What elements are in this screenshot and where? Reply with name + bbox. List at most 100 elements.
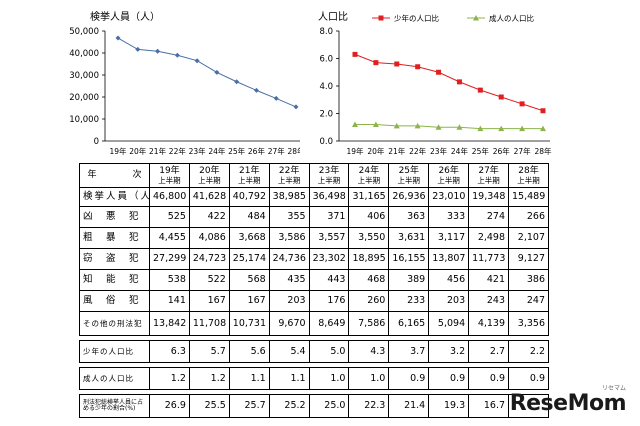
table-cell: 15,489 xyxy=(508,187,549,207)
table-cell: 233 xyxy=(388,290,430,312)
legend-label: 成人の人口比 xyxy=(489,13,534,23)
y-tick-label: 10,000 xyxy=(69,115,99,125)
chart-title: 検挙人員（人） xyxy=(90,10,160,23)
x-tick-label: 21年 xyxy=(149,146,167,156)
table-cell: 1.1 xyxy=(228,367,270,390)
period-label: 上半期 xyxy=(198,175,221,185)
data-point xyxy=(393,122,400,129)
data-point xyxy=(519,101,525,107)
data-point xyxy=(352,51,358,57)
year-header: 28年 上半期 xyxy=(508,163,549,188)
data-point xyxy=(477,87,483,93)
table-cell: 484 xyxy=(228,206,270,228)
series-line xyxy=(355,124,543,130)
row-label: 知 能 犯 xyxy=(79,269,150,291)
year-header: 27年 上半期 xyxy=(468,163,510,188)
data-point xyxy=(498,125,505,132)
table-cell: 25,174 xyxy=(228,248,270,270)
table-cell: 11,708 xyxy=(188,311,230,336)
data-point xyxy=(194,58,200,64)
row-label: 窃 盗 犯 xyxy=(79,248,150,270)
table-cell: 2.2 xyxy=(508,340,549,363)
year-header: 23年 上半期 xyxy=(308,163,350,188)
table-cell: 1.1 xyxy=(268,367,310,390)
data-point xyxy=(293,104,299,110)
table-row: 刑法犯総検挙人員に占める少年の割合(%) 26.9 25.5 25.7 25.2 25.0… xyxy=(79,394,549,418)
x-tick-label: 25年 xyxy=(228,146,246,156)
y-tick-label: 8.0 xyxy=(319,27,333,37)
table-cell: 3,557 xyxy=(308,227,350,249)
table-row: 窃 盗 犯 27,299 24,723 25,174 24,736 23,302 18,89… xyxy=(79,248,549,270)
y-tick-label: 4.0 xyxy=(319,82,333,92)
x-tick-label: 23年 xyxy=(189,146,207,156)
table-cell: 3,631 xyxy=(388,227,430,249)
table-cell: 31,165 xyxy=(348,187,390,207)
year-label: 26年 xyxy=(438,165,459,176)
table-cell: 1.0 xyxy=(348,367,390,390)
x-tick-label: 27年 xyxy=(514,146,532,156)
table-cell: 36,498 xyxy=(308,187,350,207)
table-row: 成人の人口比 1.2 1.2 1.1 1.1 1.0 1.0 0.9 0.9 0.9 0.9 xyxy=(79,367,549,390)
axes: 0 10,000 20,000 30,000 40,000 50,000 19年 20年 21年… xyxy=(69,27,300,156)
table-cell: 3.2 xyxy=(428,340,470,363)
period-label: 上半期 xyxy=(317,175,341,185)
x-tick-label: 19年 xyxy=(346,146,364,156)
table-cell: 2,498 xyxy=(468,227,510,249)
y-tick-label: 20,000 xyxy=(69,93,99,103)
table-cell: 355 xyxy=(268,206,310,228)
year-header: 24年 上半期 xyxy=(348,163,390,188)
y-tick-label: 0 xyxy=(94,137,99,147)
table-cell: 260 xyxy=(348,290,390,312)
x-tick-label: 26年 xyxy=(248,146,266,156)
period-label: 上半期 xyxy=(437,175,460,185)
logo-text: ReseMom xyxy=(509,391,627,416)
table-cell: 1.0 xyxy=(308,367,350,390)
x-tick-label: 22年 xyxy=(409,146,427,156)
period-label: 上半期 xyxy=(277,175,301,185)
table-cell: 2.7 xyxy=(468,340,510,363)
table-cell: 266 xyxy=(508,206,549,228)
data-point xyxy=(519,125,526,132)
data-point xyxy=(477,125,484,132)
x-tick-label: 19年 xyxy=(109,146,127,156)
table-cell: 27,299 xyxy=(149,248,190,270)
table-cell: 19,348 xyxy=(468,187,510,207)
data-point xyxy=(436,69,442,75)
table-cell: 13,842 xyxy=(149,311,190,336)
x-tick-label: 20年 xyxy=(129,146,147,156)
series-line xyxy=(354,53,544,112)
row-label: 風 俗 犯 xyxy=(79,290,150,312)
table-cell: 24,723 xyxy=(188,248,230,270)
table-cell: 26.9 xyxy=(149,394,190,418)
table-cell: 6,165 xyxy=(388,311,430,336)
table-cell: 422 xyxy=(188,206,230,228)
table-cell: 3,550 xyxy=(348,227,390,249)
table-row: その他の刑法犯 13,842 11,708 10,731 9,670 8,649 7,586… xyxy=(79,311,549,336)
table-cell: 7,586 xyxy=(348,311,390,336)
table-cell: 435 xyxy=(268,269,310,291)
period-label: 上半期 xyxy=(237,175,261,185)
year-label: 19年 xyxy=(159,165,180,176)
y-tick-label: 40,000 xyxy=(69,49,99,59)
x-tick-label: 28年 xyxy=(287,146,300,156)
x-tick-label: 22年 xyxy=(169,146,187,156)
y-tick-label: 0.0 xyxy=(319,137,333,147)
row-label: 検挙人員（人） xyxy=(79,187,150,207)
table-cell: 9,670 xyxy=(268,311,310,336)
table-cell: 522 xyxy=(188,269,230,291)
data-point xyxy=(372,121,379,127)
table-cell: 5.6 xyxy=(228,340,270,363)
table-cell: 4,086 xyxy=(188,227,230,249)
plot-area xyxy=(115,35,299,110)
data-point xyxy=(373,60,379,66)
table-cell: 538 xyxy=(149,269,190,291)
table-cell: 3,117 xyxy=(428,227,470,249)
data-point xyxy=(456,124,463,130)
data-point xyxy=(414,122,421,129)
table-row: 凶 悪 犯 525 422 484 355 371 406 363 333 274 266 xyxy=(79,206,549,228)
table-cell: 5,094 xyxy=(428,311,470,336)
year-label: 27年 xyxy=(478,165,499,176)
table-cell: 22.3 xyxy=(348,394,390,418)
table-cell: 333 xyxy=(428,206,470,228)
y-tick-label: 6.0 xyxy=(319,55,333,65)
